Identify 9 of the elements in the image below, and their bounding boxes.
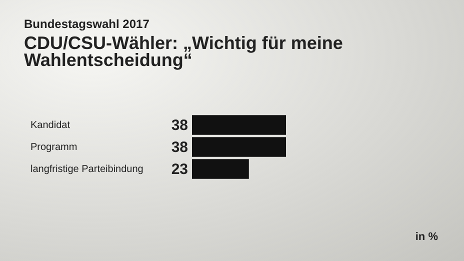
chart-title: CDU/CSU-Wähler: „Wichtig für meine Wahlentscheidung“	[24, 33, 344, 70]
text: Bundestagswahl 2017	[24, 17, 150, 31]
data-label: 23	[171, 161, 188, 178]
text: in %	[415, 231, 438, 243]
data-label: 38	[171, 139, 188, 156]
y-tick-label: Programm	[30, 142, 78, 153]
data-label: 38	[171, 117, 188, 134]
y-tick-label: Kandidat	[30, 120, 70, 131]
y-tick-label: langfristige Parteibindung	[30, 164, 144, 175]
